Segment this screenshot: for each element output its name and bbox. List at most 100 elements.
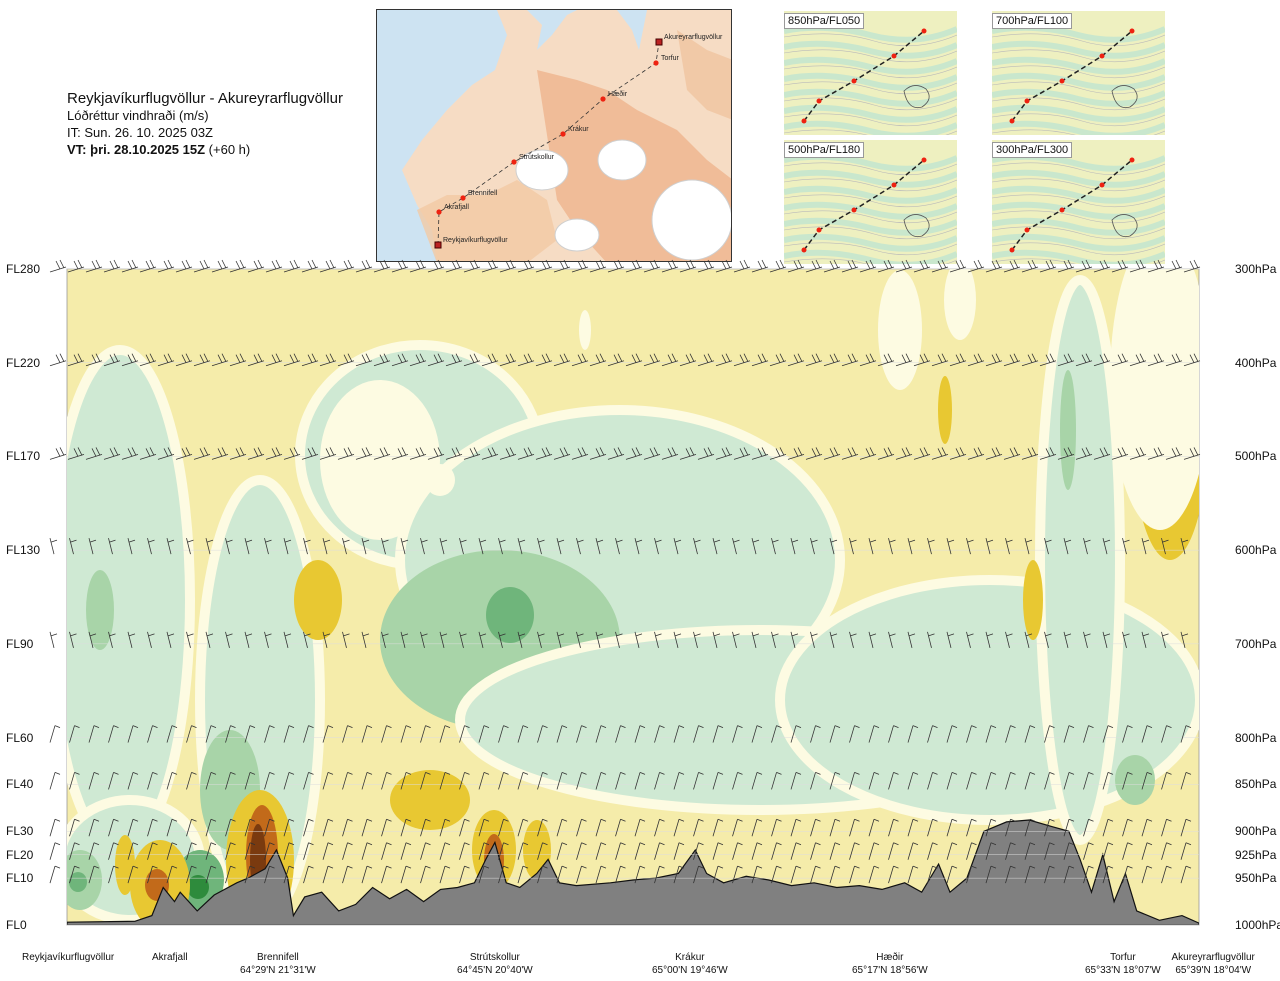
wind-barb [478,725,490,743]
wind-barb [556,725,568,743]
wind-barb [303,865,314,884]
waypoint-coordinates: 65°33'N 18°07'W [1085,965,1161,976]
inset-band [784,169,957,188]
wind-barb [967,259,985,273]
map-waypoint-label: Strútskollur [519,154,555,161]
wind-barb [1122,538,1130,555]
wind-barb [771,842,782,860]
wind-barb [693,725,704,743]
wind-barb [790,772,802,790]
wind-barb [381,772,392,790]
wind-barb [868,631,877,648]
valid-time: VT: þri. 28.10.2025 15Z (+60 h) [67,141,343,158]
wind-barb [1180,818,1192,837]
wind-barb [69,772,80,790]
inset-map-300: 300hPa/FL300 [992,140,1165,264]
wind-barb [537,865,548,884]
wind-barb [499,447,517,460]
wind-barb [576,818,587,837]
wind-barb [1044,772,1055,790]
pressure-level-label: 300hPa [1235,262,1277,276]
wind-barb [247,353,265,367]
wind-barb [337,353,355,367]
wind-barb [946,631,955,648]
flight-level-label: FL60 [6,730,34,745]
wind-barb [478,631,487,648]
wind-barb [1102,631,1111,648]
wind-barb [1024,772,1036,790]
wind-barb [913,447,931,460]
wind-barb [205,842,217,860]
inset-barbs [784,242,957,256]
inset-band [992,201,1165,220]
wind-barb [829,538,838,555]
wind-barb [322,865,334,884]
wind-barb [517,538,526,555]
wind-barb [439,631,448,648]
wind-barb [1057,353,1075,367]
wind-barb [478,842,490,860]
wind-barb [859,447,877,460]
wind-barb [769,259,787,273]
wind-barb [127,725,139,743]
inset-band [992,233,1165,252]
wind-barb [283,259,301,273]
wind-barb [1093,353,1111,367]
inset-barbs [784,258,957,264]
wind-barb [787,259,805,273]
wind-barb [108,865,119,884]
wind-barb [381,725,392,743]
wind-barb [264,818,275,837]
wind-barb [49,447,67,460]
wind-barb [1063,842,1075,860]
wind-barb [225,842,236,860]
wind-barb [478,865,490,884]
contour-blob [938,376,952,444]
flight-level-label: FL0 [6,918,27,932]
wind-barb [361,725,373,743]
inset-barbs [992,178,1165,192]
wind-barb [498,865,509,884]
pressure-level-label: 1000hPa [1235,918,1280,932]
wind-barb [283,353,301,367]
wind-barb [927,818,938,837]
wind-barb [265,447,283,460]
wind-barb [264,865,275,884]
wind-barb [868,725,880,743]
wind-barb [463,353,481,367]
wind-barb [732,865,743,884]
wind-barb [615,631,623,648]
wind-barb [946,538,955,555]
wind-barb [946,772,958,790]
wind-barb [409,447,427,460]
wind-barb [481,259,499,273]
wind-barb [1129,259,1147,273]
wind-barb [625,259,643,273]
wind-barb [868,538,877,555]
wind-barb [1003,353,1021,367]
wind-barb [49,818,61,837]
wind-barb [186,818,197,837]
wind-barb [157,447,175,460]
wind-barb [283,631,292,648]
wind-barb [841,353,859,367]
inset-waypoint [816,227,822,233]
wind-barb [1122,818,1133,837]
wind-barb [888,631,896,648]
wind-barb [661,353,679,367]
wind-barb [337,447,355,460]
wind-barb [805,259,823,273]
pressure-level-label: 400hPa [1235,355,1277,370]
wind-barb [175,353,193,367]
wind-barb [634,865,646,884]
wind-barb [907,842,919,860]
pressure-level-label: 700hPa [1235,636,1277,651]
wind-barb [1129,447,1147,460]
wind-barb [556,818,568,837]
wind-barb [121,259,139,273]
wind-barb [205,631,214,648]
wind-barb [829,865,841,884]
wind-barb [589,353,607,367]
wind-barb [1063,631,1072,648]
inset-coastline [1111,85,1138,109]
